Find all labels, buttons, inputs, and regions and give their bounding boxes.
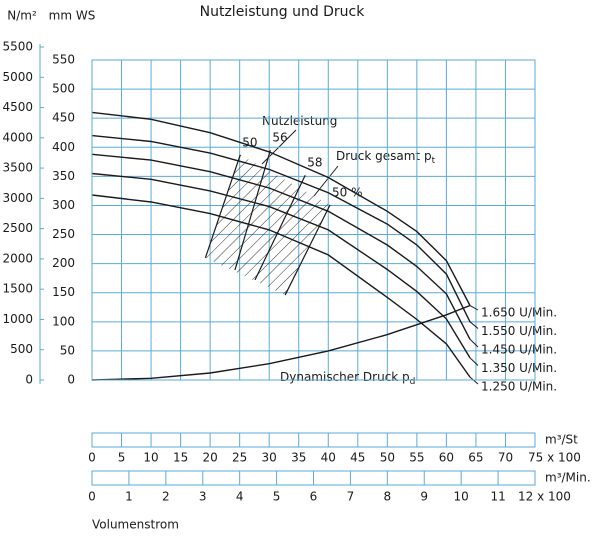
efficiency-line	[254, 174, 306, 281]
y-tick-label: 500	[52, 82, 75, 96]
annotation-pointer	[313, 165, 339, 197]
y2-axis-label: N/m²	[7, 9, 37, 23]
x2-tick-label: 3	[199, 490, 207, 504]
x-tick-label: 70	[498, 451, 513, 465]
efficiency-label: 58	[307, 156, 322, 170]
y2-tick-label: 1500	[2, 282, 33, 296]
y2-tick-label: 500	[10, 342, 33, 356]
annotation: Druck gesamt pt	[336, 149, 436, 166]
dynamic-curve	[91, 304, 471, 381]
y2-tick-label: 1000	[2, 312, 33, 326]
x-axis-label: m³/St	[545, 433, 578, 447]
x2-axis-label: m³/Min.	[545, 471, 591, 485]
y-tick-label: 450	[52, 111, 75, 125]
y-tick-label: 400	[52, 140, 75, 154]
annotation: Nutzleistung	[262, 114, 337, 128]
x2-scale-bar	[91, 470, 536, 486]
x2-tick-label: 10	[454, 490, 469, 504]
x-tick-label: 55	[409, 451, 424, 465]
curve-label: 1.550 U/Min.	[481, 324, 557, 338]
y-tick-label: 200	[52, 256, 75, 270]
y-tick-label: 150	[52, 285, 75, 299]
x-tick-label: 20	[202, 451, 217, 465]
x-axis-title: Volumenstrom	[92, 518, 179, 532]
label-leader	[469, 376, 479, 385]
y2-tick-label: 3000	[2, 191, 33, 205]
y2-tick-label: 5000	[2, 70, 33, 84]
label-leader	[469, 305, 479, 311]
efficiency-hatch	[205, 154, 331, 296]
x2-tick-label: 9	[420, 490, 428, 504]
x-tick-label: 0	[88, 451, 96, 465]
efficiency-line	[284, 204, 331, 296]
x2-tick-label: 5	[273, 490, 281, 504]
x2-tick-label: 1	[125, 490, 133, 504]
x2-tick-label: 8	[384, 490, 392, 504]
pump-curve	[91, 153, 471, 340]
dynamic-label: Dynamischer Druck pd	[280, 370, 415, 387]
y-tick-label: 250	[52, 227, 75, 241]
y2-tick-label: 3500	[2, 161, 33, 175]
y-axis-label: mm WS	[49, 9, 96, 23]
x-tick-label: 50	[380, 451, 395, 465]
x-tick-label: 45	[350, 451, 365, 465]
x-tick-label: 5	[118, 451, 126, 465]
x-tick-label: 35	[291, 451, 306, 465]
annotation-text: Druck gesamt p	[336, 149, 432, 163]
y-tick-label: 550	[52, 53, 75, 67]
y-tick-label: 0	[67, 373, 75, 387]
pump-curve	[91, 134, 471, 323]
plot-frame	[91, 59, 536, 381]
dynamic-label-subscript: d	[410, 377, 416, 387]
pump-curve	[91, 194, 471, 378]
efficiency-label: 56	[272, 131, 287, 145]
annotation-subscript: t	[432, 156, 436, 166]
y2-tick-label: 4000	[2, 130, 33, 144]
efficiency-line	[204, 154, 241, 259]
x-tick-label: 10	[143, 451, 158, 465]
x2-tick-label: 12 x 100	[518, 490, 571, 504]
curve-label: 1.650 U/Min.	[481, 306, 557, 320]
x2-tick-label: 0	[88, 490, 96, 504]
efficiency-line	[234, 150, 271, 271]
y2-tick-label: 5500	[2, 40, 33, 54]
y2-tick-label: 0	[25, 373, 33, 387]
dynamic-label-text: Dynamischer Druck p	[280, 370, 410, 384]
y-tick-label: 100	[52, 314, 75, 328]
x-tick-label: 40	[321, 451, 336, 465]
efficiency-label: 50	[242, 135, 257, 149]
x-tick-label: 75 x 100	[528, 451, 581, 465]
x2-tick-label: 6	[310, 490, 318, 504]
x2-tick-label: 11	[490, 490, 505, 504]
annotation-text: Nutzleistung	[262, 114, 337, 128]
pump-curve	[91, 111, 471, 306]
y-tick-label: 350	[52, 169, 75, 183]
y-tick-label: 300	[52, 198, 75, 212]
y-tick-label: 50	[60, 343, 75, 357]
x-tick-label: 60	[439, 451, 454, 465]
curve-label: 1.250 U/Min.	[481, 380, 557, 394]
label-leader	[469, 321, 479, 329]
x-tick-label: 15	[173, 451, 188, 465]
label-leader	[469, 338, 479, 348]
x-tick-label: 25	[232, 451, 247, 465]
label-leader	[469, 357, 479, 366]
x2-tick-label: 2	[162, 490, 170, 504]
efficiency-label: 50 %	[332, 185, 363, 199]
curve-label: 1.450 U/Min.	[481, 343, 557, 357]
pump-curve	[91, 172, 471, 359]
curve-label: 1.350 U/Min.	[481, 361, 557, 375]
x2-tick-label: 7	[347, 490, 355, 504]
x-tick-label: 30	[262, 451, 277, 465]
chart-title: Nutzleistung und Druck	[200, 4, 366, 20]
y2-tick-label: 2000	[2, 251, 33, 265]
x-scale-bar	[91, 432, 536, 448]
y2-tick-label: 4500	[2, 100, 33, 114]
x-tick-label: 65	[468, 451, 483, 465]
y2-tick-label: 2500	[2, 221, 33, 235]
x2-tick-label: 4	[236, 490, 244, 504]
